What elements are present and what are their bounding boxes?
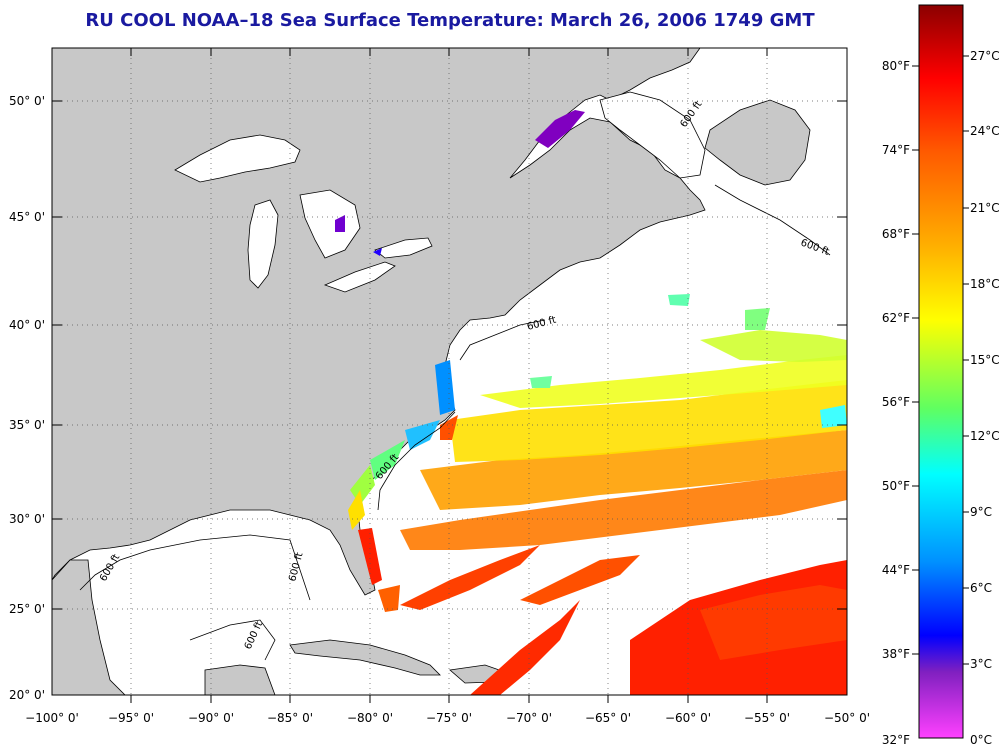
fahrenheit-label: 44°F: [882, 563, 910, 577]
celsius-label: 0°C: [970, 733, 992, 747]
land-mexico: [52, 559, 126, 695]
lat-ticks: [52, 100, 847, 610]
celsius-label: 12°C: [970, 429, 1000, 443]
map-title: RU COOL NOAA–18 Sea Surface Temperature:…: [85, 10, 815, 31]
lon-label: −65° 0': [585, 711, 631, 725]
fahrenheit-label: 80°F: [882, 59, 910, 73]
sst-data-layer: [335, 110, 847, 695]
lake-huron: [299, 189, 361, 259]
fahrenheit-label: 62°F: [882, 311, 910, 325]
celsius-label: 18°C: [970, 277, 1000, 291]
land-yucatan: [204, 664, 276, 695]
lake-ontario: [374, 237, 433, 259]
lon-label: −50° 0': [824, 711, 870, 725]
fahrenheit-label: 74°F: [882, 143, 910, 157]
temperature-colorbar: [918, 4, 964, 739]
colorbar-ticks: [912, 55, 969, 665]
lat-label: 45° 0': [9, 210, 45, 224]
lon-label: −80° 0': [347, 711, 393, 725]
latitude-labels: 50° 0' 45° 0' 40° 0' 35° 0' 30° 0' 25° 0…: [9, 94, 45, 702]
isobath-600ft: [79, 184, 831, 661]
celsius-label: 15°C: [970, 353, 1000, 367]
lat-label: 25° 0': [9, 602, 45, 616]
lon-label: −85° 0': [267, 711, 313, 725]
lat-label: 20° 0': [9, 688, 45, 702]
lake-erie: [323, 261, 396, 293]
fahrenheit-label: 56°F: [882, 395, 910, 409]
lake-michigan: [247, 199, 279, 289]
lon-label: −90° 0': [188, 711, 234, 725]
longitude-labels: −100° 0' −95° 0' −90° 0' −85° 0' −80° 0'…: [25, 711, 870, 725]
lat-label: 30° 0': [9, 512, 45, 526]
lon-label: −75° 0': [426, 711, 472, 725]
lon-label: −60° 0': [665, 711, 711, 725]
lon-label: −55° 0': [744, 711, 790, 725]
land-newfoundland: [704, 99, 811, 186]
celsius-label: 9°C: [970, 505, 992, 519]
land-cuba: [289, 639, 441, 676]
celsius-label: 3°C: [970, 657, 992, 671]
fahrenheit-label: 38°F: [882, 647, 910, 661]
celsius-label: 27°C: [970, 49, 1000, 63]
celsius-label: 24°C: [970, 124, 1000, 138]
lon-label: −95° 0': [108, 711, 154, 725]
colorbar-fahrenheit-labels: 80°F 74°F 68°F 62°F 56°F 50°F 44°F 38°F …: [882, 59, 910, 747]
gulf-st-lawrence: [599, 91, 706, 179]
lat-label: 35° 0': [9, 418, 45, 432]
lat-label: 40° 0': [9, 318, 45, 332]
fahrenheit-label: 50°F: [882, 479, 910, 493]
celsius-label: 21°C: [970, 201, 1000, 215]
fahrenheit-label: 32°F: [882, 733, 910, 747]
lon-ticks: [130, 48, 768, 703]
lat-label: 50° 0': [9, 94, 45, 108]
lon-label: −70° 0': [506, 711, 552, 725]
celsius-label: 6°C: [970, 581, 992, 595]
fahrenheit-label: 68°F: [882, 227, 910, 241]
lake-superior: [174, 134, 301, 183]
lon-label: −100° 0': [25, 711, 79, 725]
land-north-america: [52, 48, 706, 596]
colorbar-celsius-labels: 27°C 24°C 21°C 18°C 15°C 12°C 9°C 6°C 3°…: [970, 49, 1000, 747]
